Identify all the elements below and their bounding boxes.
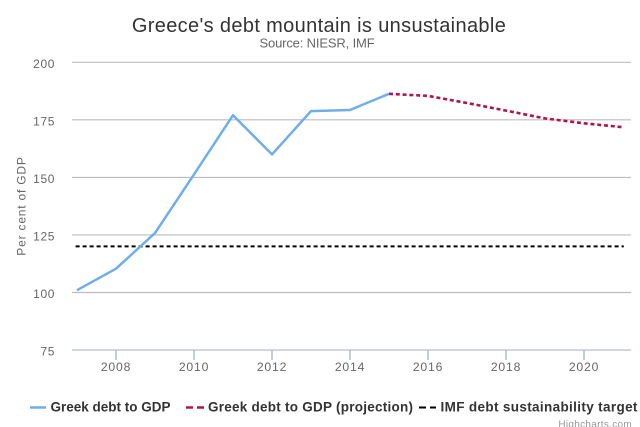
svg-text:150: 150 (33, 172, 55, 186)
svg-text:Greece's debt mountain is unsu: Greece's debt mountain is unsustainable (132, 15, 506, 37)
svg-text:75: 75 (40, 345, 55, 359)
svg-text:Greek debt to GDP: Greek debt to GDP (51, 400, 171, 415)
svg-text:2010: 2010 (179, 360, 209, 374)
svg-text:125: 125 (33, 230, 55, 244)
svg-text:175: 175 (33, 115, 55, 129)
svg-text:200: 200 (33, 57, 55, 71)
svg-text:Greek debt to GDP (projection): Greek debt to GDP (projection) (208, 400, 413, 415)
svg-text:2018: 2018 (491, 360, 521, 374)
svg-text:2012: 2012 (257, 360, 287, 374)
svg-text:2020: 2020 (569, 360, 599, 374)
svg-text:2014: 2014 (335, 360, 365, 374)
svg-text:Highcharts.com: Highcharts.com (558, 420, 632, 427)
svg-text:Per cent of GDP: Per cent of GDP (15, 156, 29, 255)
svg-text:100: 100 (33, 287, 55, 301)
svg-text:2008: 2008 (101, 360, 131, 374)
svg-text:2016: 2016 (413, 360, 443, 374)
svg-text:Source: NIESR, IMF: Source: NIESR, IMF (259, 35, 374, 50)
svg-text:IMF debt sustainability target: IMF debt sustainability target (441, 400, 638, 415)
